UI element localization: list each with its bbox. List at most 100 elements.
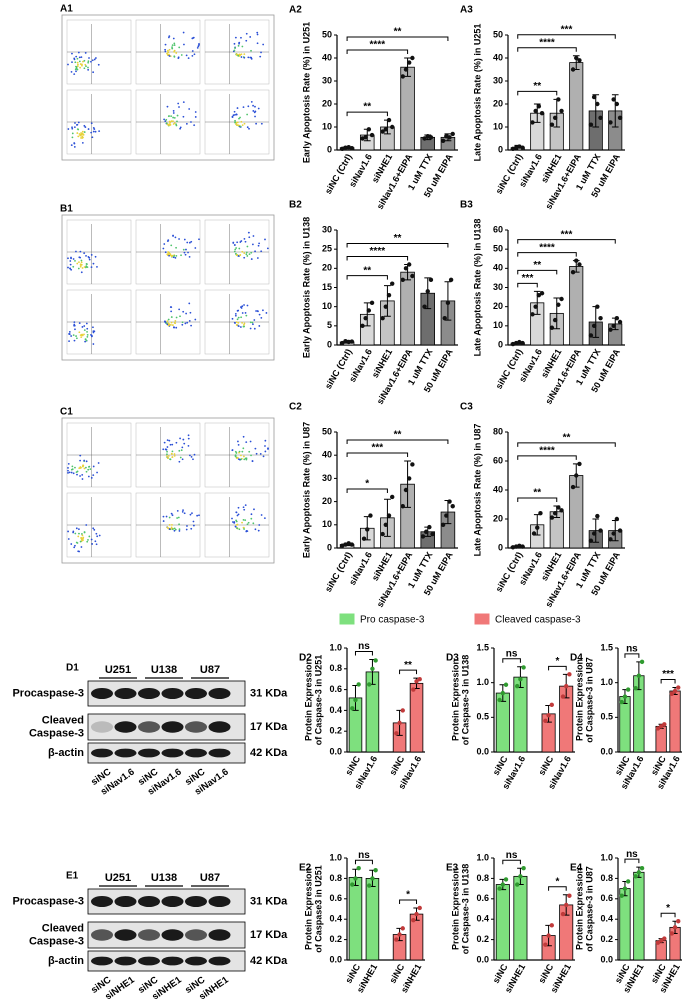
flow-dot bbox=[87, 68, 90, 71]
flow-dot bbox=[175, 52, 178, 54]
data-point bbox=[617, 319, 623, 325]
data-point bbox=[445, 300, 451, 306]
flow-dot bbox=[68, 331, 71, 333]
significance-label: ns bbox=[506, 648, 518, 659]
flow-dot bbox=[162, 515, 165, 518]
flow-dot bbox=[243, 528, 245, 530]
significance-label: ** bbox=[404, 660, 412, 671]
significance-bracket bbox=[517, 239, 616, 244]
data-point bbox=[633, 686, 638, 691]
protein-label: Procaspase-3 bbox=[12, 687, 84, 699]
data-point bbox=[658, 938, 664, 943]
significance-bracket bbox=[517, 252, 577, 257]
data-point bbox=[403, 487, 409, 493]
flow-dot bbox=[188, 454, 191, 457]
protein-label: Caspase-3 bbox=[29, 935, 84, 947]
flow-dot bbox=[165, 322, 168, 325]
flow-dot bbox=[193, 124, 196, 127]
flow-dot bbox=[83, 124, 86, 127]
y-tick-label: 30 bbox=[322, 224, 332, 234]
flow-dot bbox=[246, 245, 249, 248]
data-point bbox=[539, 111, 545, 116]
flow-dot bbox=[79, 466, 82, 469]
data-point bbox=[370, 666, 375, 671]
flow-dot bbox=[235, 54, 238, 56]
data-point bbox=[373, 658, 378, 663]
flow-dot bbox=[83, 467, 86, 470]
flow-dot bbox=[251, 321, 254, 324]
flow-dot bbox=[85, 254, 87, 257]
error-bar bbox=[363, 302, 371, 327]
bar bbox=[365, 878, 380, 961]
flow-dot bbox=[181, 458, 184, 461]
data-point bbox=[549, 122, 555, 127]
flow-dot bbox=[77, 267, 80, 270]
flow-dot bbox=[196, 46, 199, 49]
blot-band bbox=[91, 688, 113, 699]
flow-dot bbox=[238, 247, 241, 250]
blot-band bbox=[185, 721, 207, 733]
data-point bbox=[518, 874, 523, 879]
significance-label: *** bbox=[561, 24, 573, 35]
data-point bbox=[625, 687, 631, 692]
flow-dot bbox=[190, 324, 192, 327]
flow-dot bbox=[242, 506, 245, 509]
blot-band bbox=[114, 721, 137, 733]
data-point bbox=[574, 258, 579, 263]
flow-dot bbox=[188, 319, 191, 322]
flow-dot bbox=[176, 517, 179, 519]
flow-dot bbox=[97, 63, 100, 66]
data-point bbox=[518, 677, 523, 682]
flow-dot bbox=[72, 530, 75, 533]
flow-dot bbox=[188, 241, 191, 244]
flow-dot bbox=[237, 325, 240, 328]
flow-dot bbox=[90, 131, 93, 134]
data-point bbox=[356, 682, 361, 687]
flow-dot bbox=[171, 453, 173, 455]
flow-dot bbox=[187, 437, 190, 440]
flow-dot bbox=[182, 509, 184, 512]
flow-dot bbox=[240, 306, 242, 308]
flow-dot bbox=[250, 58, 253, 60]
flow-dot bbox=[69, 263, 72, 266]
significance-bracket bbox=[346, 488, 388, 493]
flow-dot bbox=[73, 126, 76, 129]
data-point bbox=[611, 531, 616, 536]
significance-label: ns bbox=[358, 641, 370, 652]
data-point bbox=[530, 312, 535, 317]
data-point bbox=[530, 120, 535, 125]
x-tick-label: siNC (Ctrl) bbox=[323, 550, 354, 594]
flow-dot bbox=[236, 527, 239, 530]
y-tick-label: 0.6 bbox=[329, 684, 342, 694]
flow-dot bbox=[173, 50, 176, 53]
y-tick-label: 0.0 bbox=[476, 954, 489, 964]
data-point bbox=[500, 882, 506, 887]
flow-dot bbox=[78, 331, 81, 334]
y-tick-label: 0 bbox=[498, 339, 503, 349]
flow-dot bbox=[175, 316, 178, 319]
flow-dot bbox=[177, 516, 180, 519]
flow-dot bbox=[79, 459, 82, 462]
data-point bbox=[611, 97, 616, 102]
flow-dot bbox=[81, 64, 83, 67]
data-point bbox=[560, 694, 566, 699]
data-point bbox=[559, 296, 564, 302]
y-tick-label: 10 bbox=[493, 320, 503, 330]
data-point bbox=[410, 55, 415, 61]
y-tick-label: 0.8 bbox=[329, 873, 342, 883]
y-tick-label: 0.5 bbox=[600, 712, 613, 722]
significance-label: ** bbox=[394, 27, 402, 38]
flow-dot bbox=[180, 449, 183, 452]
flow-dot bbox=[189, 513, 192, 516]
blot-band bbox=[91, 896, 113, 907]
data-point bbox=[386, 513, 392, 518]
flow-dot bbox=[175, 441, 178, 444]
flow-dot bbox=[79, 264, 82, 266]
flow-dot bbox=[87, 539, 89, 541]
y-axis-label: Late Apoptosis Rate (%) in U87 bbox=[472, 424, 482, 557]
flow-dot bbox=[240, 56, 243, 58]
flow-dot bbox=[258, 313, 261, 316]
y-tick-label: 15 bbox=[322, 282, 332, 292]
data-point bbox=[450, 131, 455, 137]
flow-dot bbox=[190, 240, 193, 243]
